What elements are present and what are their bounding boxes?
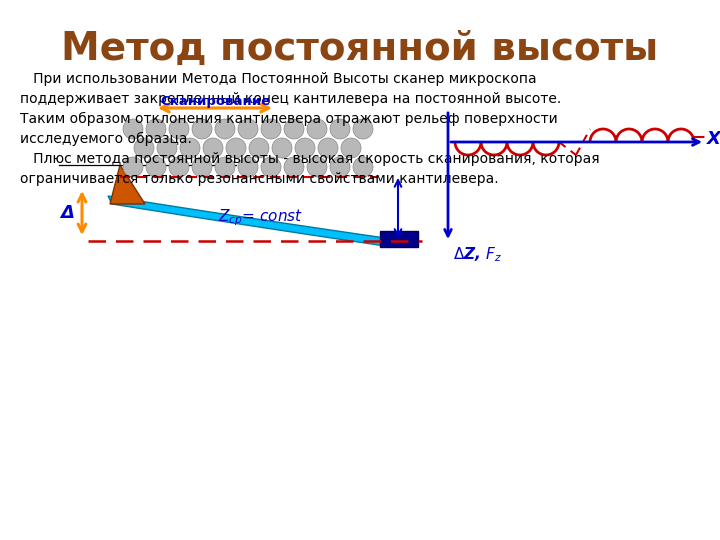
Circle shape (261, 157, 281, 177)
Circle shape (123, 119, 143, 139)
FancyBboxPatch shape (380, 231, 418, 247)
Text: X: X (707, 130, 720, 148)
Circle shape (307, 157, 327, 177)
Circle shape (180, 138, 200, 158)
Circle shape (353, 119, 373, 139)
Circle shape (169, 119, 189, 139)
Circle shape (353, 157, 373, 177)
Circle shape (307, 119, 327, 139)
Circle shape (146, 157, 166, 177)
Circle shape (123, 157, 143, 177)
Circle shape (330, 119, 350, 139)
Circle shape (284, 157, 304, 177)
Circle shape (318, 138, 338, 158)
Circle shape (203, 138, 223, 158)
Text: Плюс метода постоянной высоты - высокая скорость сканирования, которая
ограничив: Плюс метода постоянной высоты - высокая … (20, 152, 600, 186)
Circle shape (215, 157, 235, 177)
Circle shape (261, 119, 281, 139)
Circle shape (284, 119, 304, 139)
Polygon shape (108, 196, 385, 246)
Circle shape (226, 138, 246, 158)
Circle shape (272, 138, 292, 158)
Circle shape (238, 119, 258, 139)
Text: Метод постоянной высоты: Метод постоянной высоты (61, 30, 659, 68)
Circle shape (215, 119, 235, 139)
Polygon shape (110, 165, 145, 204)
Text: $Z_{ср}$= const: $Z_{ср}$= const (218, 208, 303, 228)
Circle shape (157, 138, 177, 158)
Circle shape (146, 119, 166, 139)
Circle shape (295, 138, 315, 158)
Circle shape (330, 157, 350, 177)
Circle shape (341, 138, 361, 158)
Text: При использовании Метода Постоянной Высоты сканер микроскопа
поддерживает закреп: При использовании Метода Постоянной Высо… (20, 72, 562, 146)
Text: Сканирование: Сканирование (160, 95, 270, 108)
Circle shape (249, 138, 269, 158)
Circle shape (192, 157, 212, 177)
Circle shape (169, 157, 189, 177)
Circle shape (192, 119, 212, 139)
Circle shape (238, 157, 258, 177)
Circle shape (134, 138, 154, 158)
Text: $\Delta$Z, $F_z$: $\Delta$Z, $F_z$ (453, 245, 502, 264)
Text: Δ: Δ (60, 204, 74, 222)
